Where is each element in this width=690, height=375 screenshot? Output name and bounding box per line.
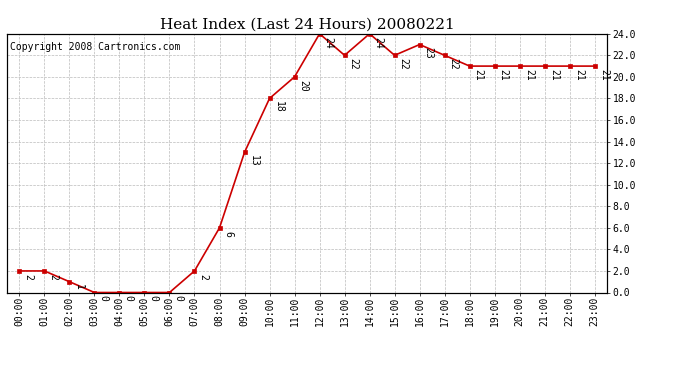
Text: 24: 24 (374, 36, 384, 48)
Text: 18: 18 (274, 101, 284, 113)
Text: 21: 21 (499, 69, 509, 81)
Text: 6: 6 (224, 231, 234, 237)
Text: 2: 2 (23, 274, 34, 280)
Text: 21: 21 (574, 69, 584, 81)
Text: 22: 22 (448, 58, 459, 70)
Text: 0: 0 (148, 295, 159, 301)
Text: 21: 21 (549, 69, 559, 81)
Title: Heat Index (Last 24 Hours) 20080221: Heat Index (Last 24 Hours) 20080221 (159, 17, 455, 31)
Text: 24: 24 (324, 36, 334, 48)
Text: 2: 2 (48, 274, 59, 280)
Text: 22: 22 (399, 58, 408, 70)
Text: 21: 21 (474, 69, 484, 81)
Text: 0: 0 (124, 295, 134, 301)
Text: 23: 23 (424, 47, 434, 59)
Text: 0: 0 (174, 295, 184, 301)
Text: 1: 1 (74, 285, 83, 290)
Text: 21: 21 (599, 69, 609, 81)
Text: 20: 20 (299, 80, 308, 92)
Text: 21: 21 (524, 69, 534, 81)
Text: 13: 13 (248, 155, 259, 167)
Text: 0: 0 (99, 295, 108, 301)
Text: 2: 2 (199, 274, 208, 280)
Text: 22: 22 (348, 58, 359, 70)
Text: Copyright 2008 Cartronics.com: Copyright 2008 Cartronics.com (10, 42, 180, 51)
